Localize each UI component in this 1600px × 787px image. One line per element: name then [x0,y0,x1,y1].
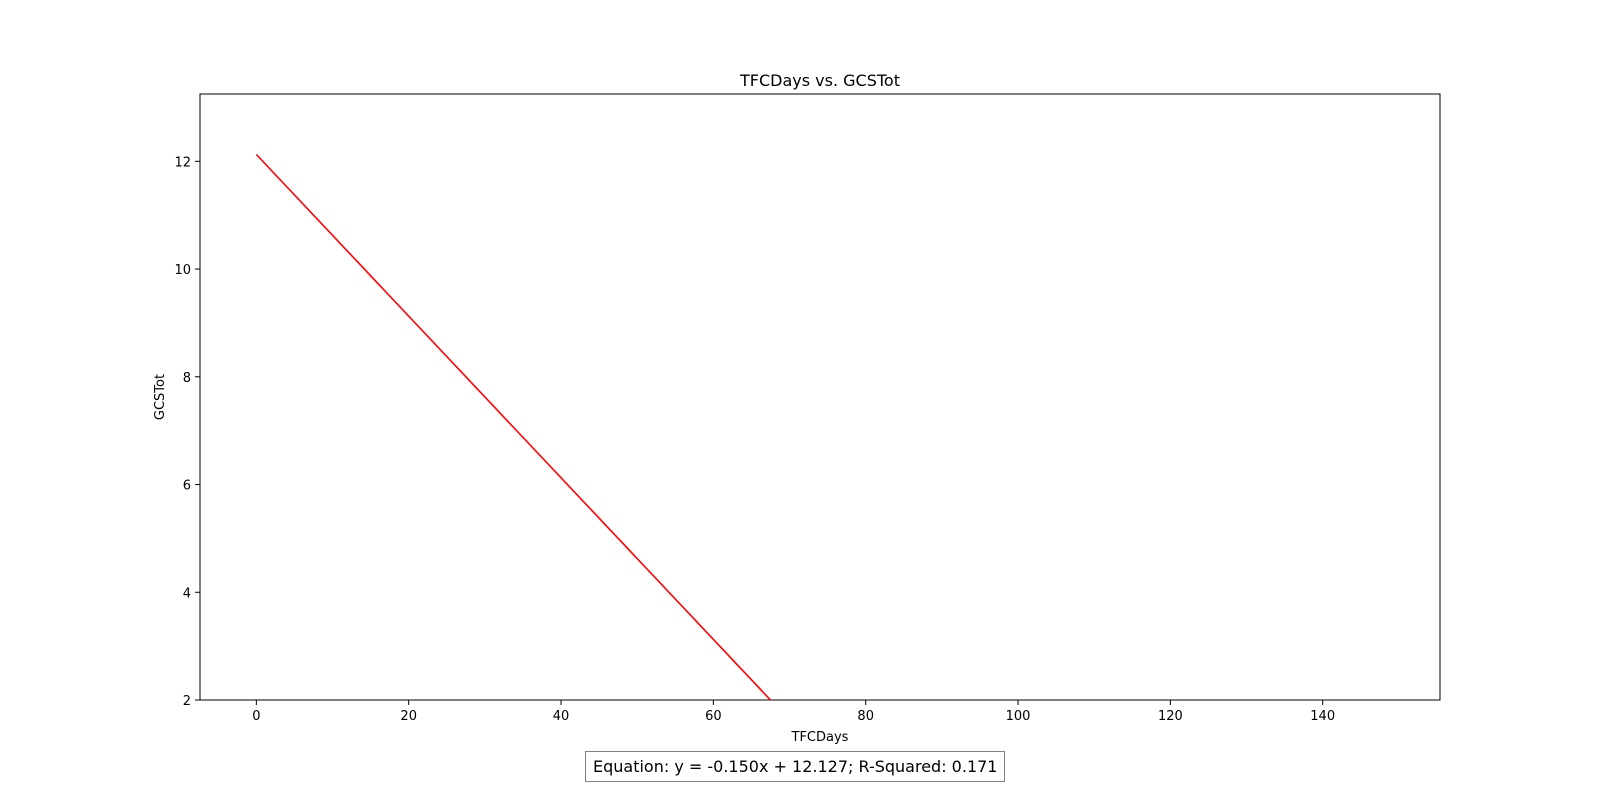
y-tick-label: 12 [174,155,191,170]
y-tick-label: 10 [174,263,191,278]
plot-frame [199,93,1441,701]
series-layer [255,153,772,701]
y-tick-label: 4 [183,586,191,601]
x-tick-label: 20 [400,709,417,724]
x-tick-label: 80 [857,709,874,724]
x-axis: 0 20 40 60 80 100 120 140 [252,700,1335,724]
x-tick-label: 0 [252,709,260,724]
x-tick-label: 120 [1158,709,1183,724]
y-tick-label: 2 [183,694,191,709]
regression-line [255,153,772,701]
x-tick-label: 40 [553,709,570,724]
y-tick-label: 6 [183,479,191,494]
y-axis: 2 4 6 8 10 12 [174,155,200,709]
y-axis-label: GCSTot [153,374,168,420]
x-tick-label: 60 [705,709,722,724]
x-tick-label: 140 [1310,709,1335,724]
chart-title: TFCDays vs. GCSTot [739,71,900,90]
equation-annotation: Equation: y = -0.150x + 12.127; R-Square… [585,751,1006,782]
x-axis-label: TFCDays [791,730,849,745]
x-tick-label: 100 [1006,709,1031,724]
plot-area [199,93,1441,701]
y-tick-label: 8 [183,371,191,386]
